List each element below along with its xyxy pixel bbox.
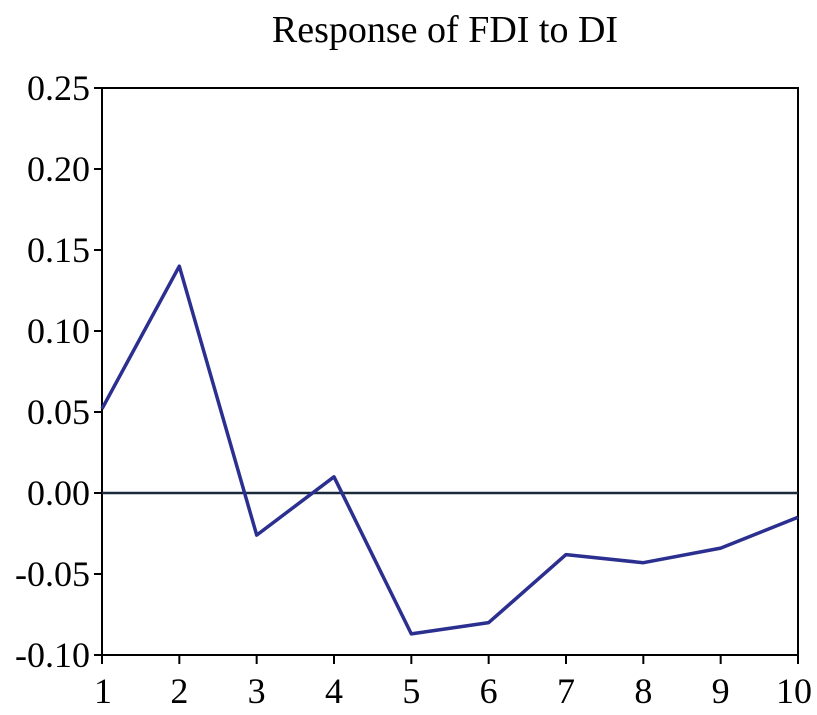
x-tick-label: 1 (94, 671, 112, 711)
x-tick-label: 6 (480, 671, 498, 711)
y-tick-label: 0.05 (27, 392, 90, 432)
y-tick-label: 0.00 (27, 473, 90, 513)
plot-frame (101, 87, 799, 656)
x-tick-label: 2 (170, 671, 188, 711)
y-tick-label: -0.10 (15, 635, 90, 675)
series-line-fdi-response (100, 264, 799, 636)
x-tick-label: 8 (634, 671, 652, 711)
x-tick-label: 5 (402, 671, 420, 711)
x-tick-label: 4 (325, 671, 343, 711)
y-tick-label: -0.05 (15, 554, 90, 594)
y-tick-label: 0.15 (27, 230, 90, 270)
x-tick-label: 10 (776, 671, 812, 711)
chart-title: Response of FDI to DI (272, 9, 618, 51)
y-tick-label: 0.25 (27, 68, 90, 108)
x-tick-label: 3 (248, 671, 266, 711)
y-tick-label: 0.20 (27, 149, 90, 189)
y-tick-label: 0.10 (27, 311, 90, 351)
x-tick-label: 7 (557, 671, 575, 711)
x-axis-ticks: 1 2 3 4 5 6 7 8 9 10 (94, 655, 812, 711)
x-tick-label: 9 (712, 671, 730, 711)
y-axis-ticks: 0.25 0.20 0.15 0.10 0.05 0.00 -0.05 -0.10 (15, 68, 102, 675)
